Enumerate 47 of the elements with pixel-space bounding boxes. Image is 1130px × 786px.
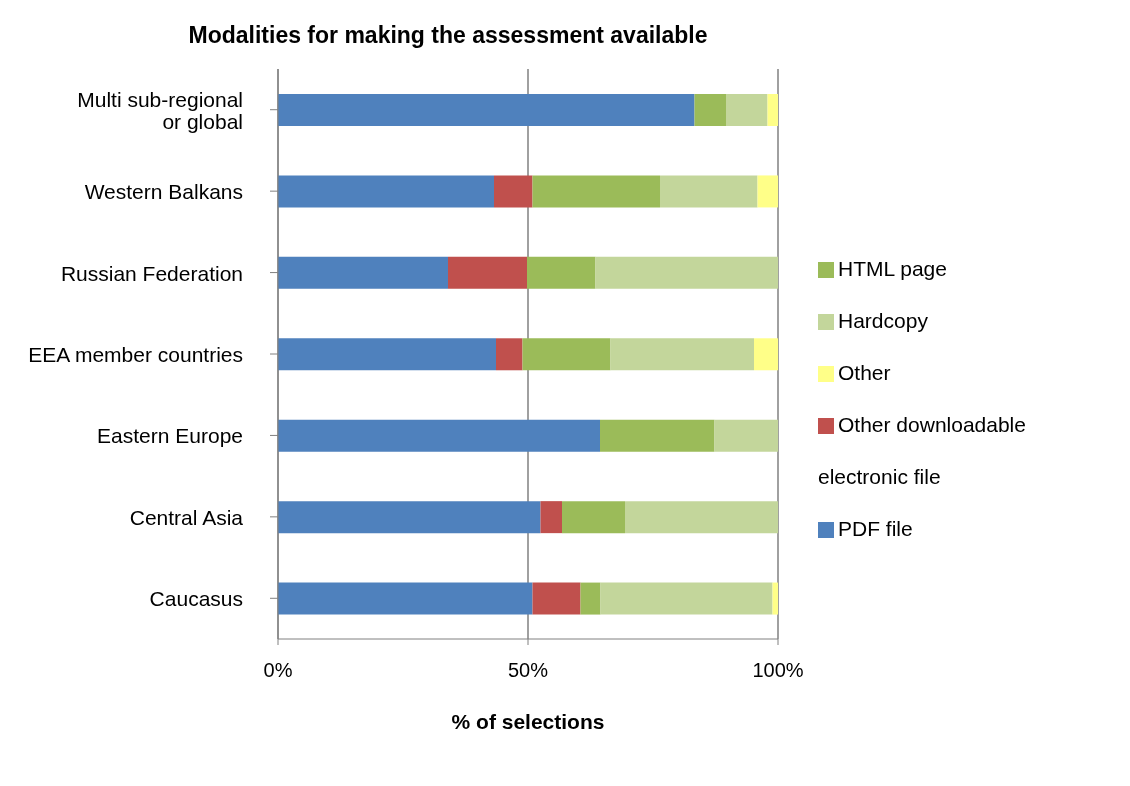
bar — [540, 501, 562, 534]
y-tick-label: Multi sub-regional or global — [77, 87, 243, 133]
y-tick-label: Central Asia — [129, 505, 244, 529]
bar — [580, 582, 601, 615]
text: Other downloadable electronic file — [818, 413, 1026, 488]
bar — [278, 175, 494, 208]
bar — [278, 419, 600, 452]
x-tick-label: 0% — [263, 659, 293, 682]
bar — [726, 94, 768, 126]
legend-label: PDF file — [838, 517, 913, 540]
bar — [494, 175, 533, 208]
y-tick-label: Eastern Europe — [97, 423, 243, 447]
bar — [562, 501, 625, 534]
x-axis-title: % of selections — [451, 710, 605, 733]
chart-title: Modalities for making the assessment available — [187, 22, 709, 49]
bar — [694, 94, 726, 126]
bar — [522, 338, 611, 371]
bar — [625, 501, 778, 534]
bar — [278, 94, 695, 126]
bar — [660, 175, 758, 208]
legend-label: HTML page — [838, 257, 947, 280]
bar — [527, 256, 596, 289]
bar — [595, 256, 778, 289]
y-tick-label: Western Balkans — [84, 179, 243, 203]
bar — [532, 175, 660, 208]
legend-label: Hardcopy — [838, 309, 928, 332]
bar — [278, 582, 533, 615]
y-tick-label: EEA member countries — [28, 342, 243, 366]
bar — [278, 256, 448, 289]
bar — [757, 175, 778, 208]
bar — [767, 94, 778, 126]
bar — [772, 582, 778, 615]
legend-label: Other — [838, 361, 891, 384]
bar — [610, 338, 754, 371]
x-tick-label: 100% — [752, 659, 804, 682]
bar — [448, 256, 527, 289]
bar — [532, 582, 581, 615]
y-tick-label: Russian Federation — [60, 261, 243, 285]
bar — [600, 419, 715, 452]
bar — [600, 582, 773, 615]
bar — [496, 338, 523, 371]
x-tick-label: 50% — [507, 659, 549, 682]
bar — [754, 338, 778, 371]
y-tick-label: Caucasus — [149, 586, 243, 610]
bar — [714, 419, 778, 452]
bar — [278, 338, 496, 371]
bar — [278, 501, 541, 534]
